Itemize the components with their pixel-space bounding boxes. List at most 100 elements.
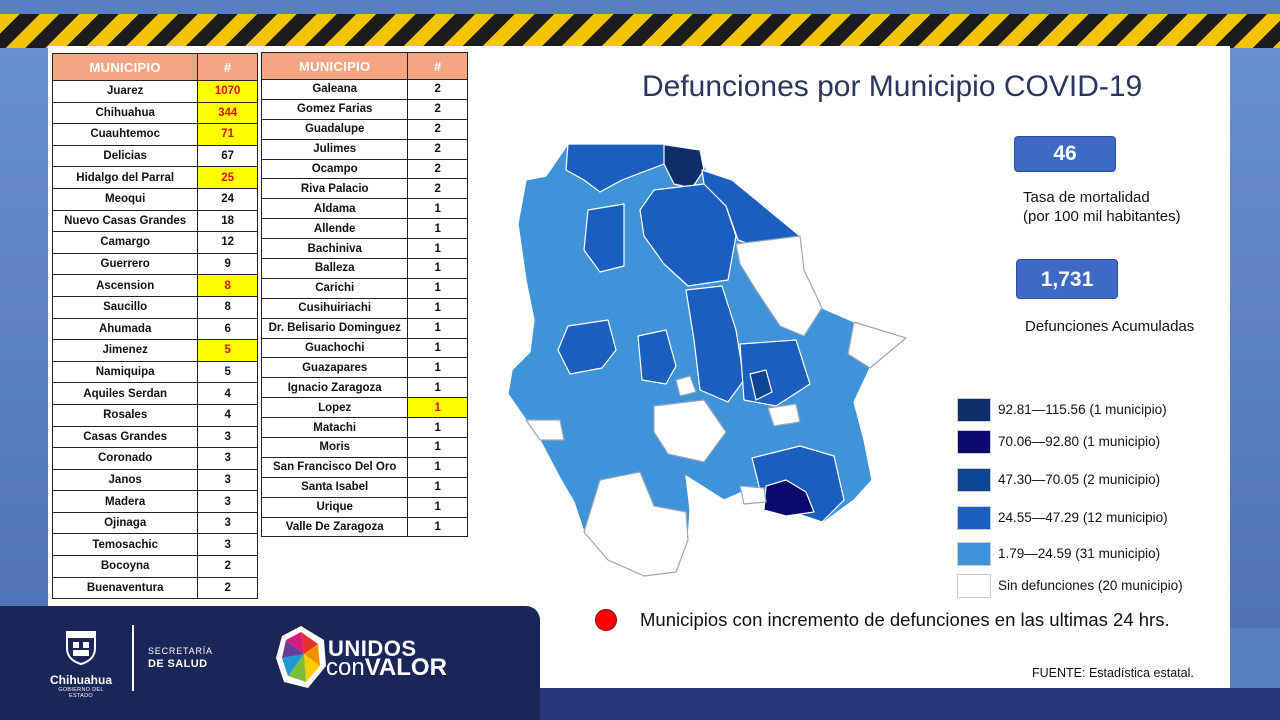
legend-label: 92.81—115.56 (1 municipio) <box>998 402 1167 417</box>
map-region-hidalgo <box>763 479 815 517</box>
municipio-name: Guachochi <box>260 337 409 359</box>
map-region-empty-se <box>739 485 767 505</box>
municipio-name: Rosales <box>51 403 199 427</box>
municipio-count: 4 <box>197 403 258 427</box>
municipio-name: Allende <box>260 218 409 240</box>
table-header: MUNICIPIO # <box>51 53 258 81</box>
municipio-name: Matachi <box>260 417 409 439</box>
municipio-name: Cuauhtemoc <box>51 123 199 146</box>
map-region-delicias <box>685 285 745 403</box>
table-row: Aldama 1 <box>260 198 468 220</box>
municipio-count: 2 <box>407 158 468 180</box>
table-row: Cusihuiriachi 1 <box>260 297 468 319</box>
table-header: MUNICIPIO # <box>260 52 468 80</box>
hazard-stripe-banner <box>0 14 1280 48</box>
municipio-name: Lopez <box>260 397 409 419</box>
municipio-name: Guadalupe <box>260 118 409 140</box>
municipio-name: Dr. Belisario Dominguez <box>260 317 409 339</box>
page-title: Defunciones por Municipio COVID-19 <box>642 70 1143 103</box>
source-note: FUENTE: Estadística estatal. <box>1032 666 1194 680</box>
municipio-name: Guerrero <box>51 252 199 276</box>
table-row: Buenaventura 2 <box>51 576 258 600</box>
municipio-count: 1 <box>407 277 468 299</box>
table-row: Nuevo Casas Grandes 18 <box>51 209 258 233</box>
municipio-count: 71 <box>197 123 258 146</box>
municipio-count: 1 <box>407 496 468 518</box>
total-deaths-value: 1,731 <box>1016 259 1118 299</box>
table-row: Julimes 2 <box>260 138 468 160</box>
table-row: Temosachic 3 <box>51 533 258 557</box>
legend-swatch <box>957 430 991 454</box>
campaign-line2a: con <box>326 654 365 681</box>
state-logo: Chihuahua GOBIERNO DEL ESTADO <box>46 628 116 699</box>
municipio-count: 5 <box>197 339 258 362</box>
table-row: Guerrero 9 <box>51 252 258 276</box>
table-row: Lopez 1 <box>260 397 468 419</box>
table-row: Bocoyna 2 <box>51 555 258 578</box>
table-row: Hidalgo del Parral 25 <box>51 166 258 189</box>
coat-of-arms-icon <box>66 631 96 666</box>
table-row: Coronado 3 <box>51 447 258 470</box>
municipio-count: 1 <box>407 258 468 279</box>
table-row: San Francisco Del Oro 1 <box>260 456 468 478</box>
header-count: # <box>407 52 468 80</box>
municipio-count: 1 <box>407 357 468 379</box>
municipio-count: 1 <box>407 456 468 478</box>
map-region-empty-south <box>583 471 689 577</box>
campaign-logo-icon <box>276 626 326 688</box>
table-row: Gomez Farias 2 <box>260 98 468 120</box>
municipio-name: Carichi <box>260 277 409 299</box>
municipio-count: 1 <box>407 218 468 240</box>
municipio-name: Ahumada <box>51 317 199 341</box>
municipio-name: Madera <box>51 490 199 513</box>
legend-swatch <box>957 398 991 422</box>
legend-label: 24.55—47.29 (12 municipio) <box>998 510 1168 525</box>
legend-swatch <box>957 506 991 530</box>
municipio-count: 2 <box>407 178 468 200</box>
municipio-count: 1 <box>407 337 468 359</box>
left-border <box>0 48 48 628</box>
municipio-count: 3 <box>197 447 258 470</box>
municipio-count: 2 <box>407 98 468 120</box>
table-row: Camargo 12 <box>51 231 258 254</box>
municipio-count: 8 <box>197 295 258 319</box>
municipio-count: 67 <box>197 144 258 168</box>
table-row: Moris 1 <box>260 437 468 458</box>
mortality-rate-label-line1: Tasa de mortalidad <box>1023 189 1150 206</box>
table-row: Ojinaga 3 <box>51 511 258 535</box>
municipio-count: 3 <box>197 511 258 535</box>
table-row: Juarez 1070 <box>51 80 258 103</box>
map-region-empty-mid <box>767 403 801 427</box>
municipio-count: 3 <box>197 425 258 449</box>
municipio-count: 2 <box>407 118 468 140</box>
map-region-empty-east <box>735 235 823 337</box>
table-row: Janos 3 <box>51 468 258 492</box>
legend-label: 1.79—24.59 (31 municipio) <box>998 546 1161 561</box>
municipio-name: Chihuahua <box>51 101 199 125</box>
table-row: Rosales 4 <box>51 403 258 427</box>
municipio-name: Coronado <box>51 447 199 470</box>
map-region-cuauhtemoc <box>557 319 617 375</box>
municipio-name: Meoqui <box>51 187 199 211</box>
org-name: Chihuahua <box>50 673 112 687</box>
map-region-nuevo-casas <box>583 203 625 273</box>
map-region-empty-ne <box>847 321 907 369</box>
table-row: Saucillo 8 <box>51 295 258 319</box>
municipio-name: Bachiniva <box>260 238 409 260</box>
legend-swatch <box>957 468 991 492</box>
municipio-name: Aquiles Serdan <box>51 382 199 405</box>
municipio-count: 1 <box>407 476 468 498</box>
municipio-name: Urique <box>260 496 409 518</box>
mortality-rate-label-line2: (por 100 mil habitantes) <box>1023 208 1181 225</box>
table-row: Ocampo 2 <box>260 158 468 180</box>
table-row: Matachi 1 <box>260 417 468 439</box>
municipio-name: Galeana <box>260 79 409 100</box>
header-count: # <box>197 53 258 81</box>
municipio-name: Bocoyna <box>51 555 199 578</box>
municipio-name: Buenaventura <box>51 576 199 600</box>
municipio-name: Juarez <box>51 80 199 103</box>
map-region-empty-center <box>653 399 727 463</box>
municipio-count: 25 <box>197 166 258 189</box>
municipio-count: 3 <box>197 490 258 513</box>
table-row: Allende 1 <box>260 218 468 240</box>
